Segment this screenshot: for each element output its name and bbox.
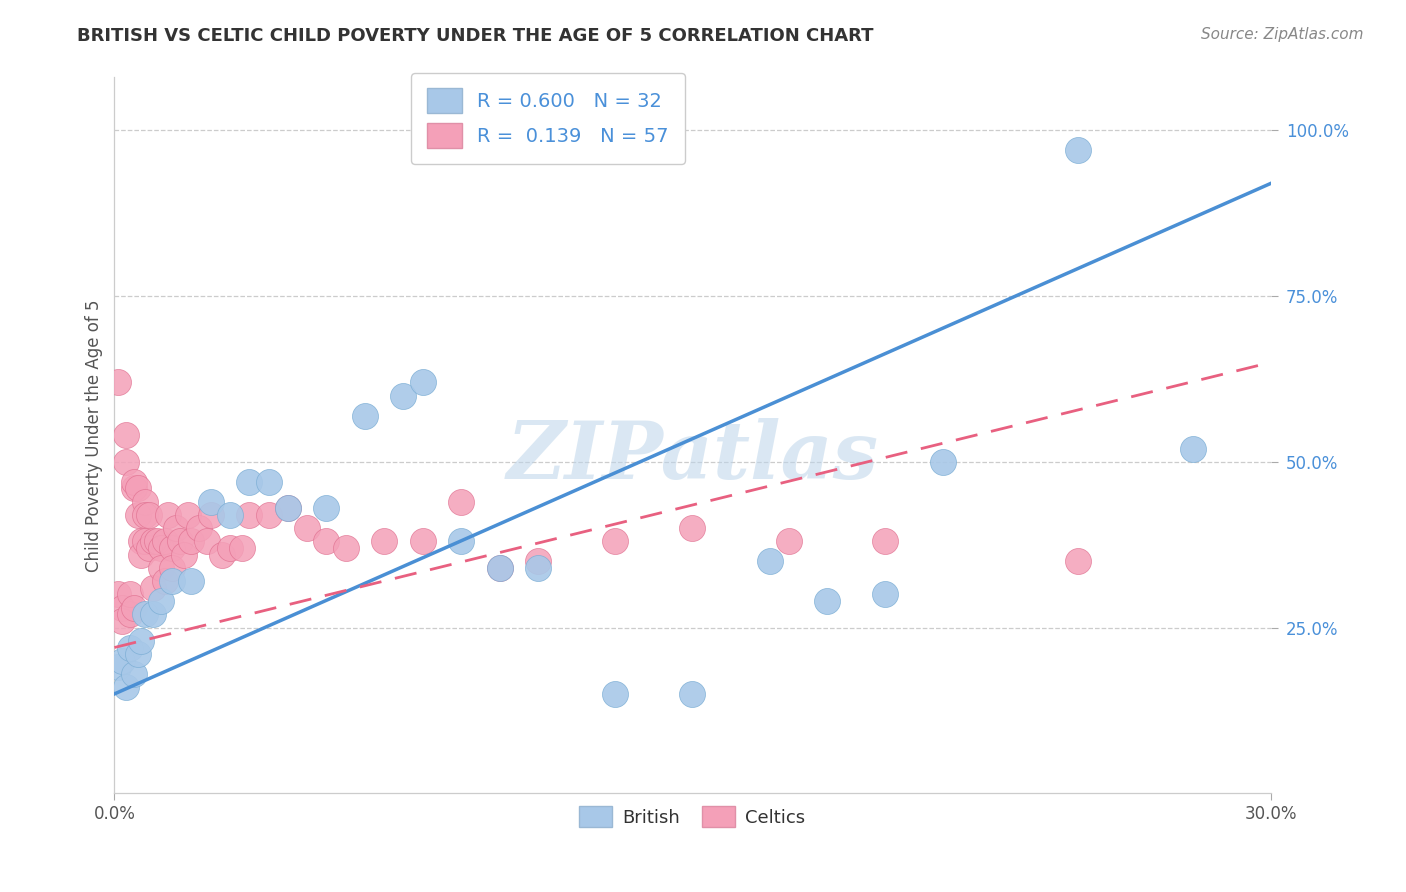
- Point: [682, 521, 704, 535]
- Point: [153, 574, 176, 589]
- Point: [295, 521, 318, 535]
- Point: [527, 561, 550, 575]
- Point: [160, 561, 183, 575]
- Point: [875, 587, 897, 601]
- Point: [373, 534, 395, 549]
- Point: [1067, 554, 1090, 568]
- Point: [149, 594, 172, 608]
- Point: [815, 594, 838, 608]
- Point: [146, 534, 169, 549]
- Point: [200, 494, 222, 508]
- Point: [131, 548, 153, 562]
- Point: [127, 647, 149, 661]
- Point: [238, 475, 260, 489]
- Point: [335, 541, 357, 555]
- Point: [118, 607, 141, 622]
- Point: [142, 581, 165, 595]
- Point: [450, 534, 472, 549]
- Point: [142, 607, 165, 622]
- Point: [195, 534, 218, 549]
- Point: [111, 614, 134, 628]
- Point: [118, 640, 141, 655]
- Point: [354, 409, 377, 423]
- Point: [122, 475, 145, 489]
- Point: [118, 587, 141, 601]
- Point: [115, 455, 138, 469]
- Point: [277, 501, 299, 516]
- Point: [149, 561, 172, 575]
- Point: [527, 554, 550, 568]
- Point: [932, 455, 955, 469]
- Point: [392, 389, 415, 403]
- Point: [200, 508, 222, 522]
- Point: [412, 376, 434, 390]
- Point: [131, 633, 153, 648]
- Point: [127, 482, 149, 496]
- Point: [165, 521, 187, 535]
- Point: [160, 541, 183, 555]
- Point: [153, 534, 176, 549]
- Point: [107, 587, 129, 601]
- Legend: British, Celtics: British, Celtics: [572, 799, 813, 834]
- Point: [778, 534, 800, 549]
- Point: [682, 687, 704, 701]
- Point: [107, 376, 129, 390]
- Point: [238, 508, 260, 522]
- Point: [315, 534, 337, 549]
- Point: [115, 428, 138, 442]
- Point: [142, 534, 165, 549]
- Point: [605, 687, 627, 701]
- Point: [111, 600, 134, 615]
- Point: [758, 554, 780, 568]
- Point: [188, 521, 211, 535]
- Point: [1067, 144, 1090, 158]
- Point: [219, 541, 242, 555]
- Point: [127, 508, 149, 522]
- Point: [122, 667, 145, 681]
- Point: [107, 660, 129, 674]
- Point: [138, 508, 160, 522]
- Point: [134, 508, 156, 522]
- Y-axis label: Child Poverty Under the Age of 5: Child Poverty Under the Age of 5: [86, 299, 103, 572]
- Point: [122, 600, 145, 615]
- Text: Source: ZipAtlas.com: Source: ZipAtlas.com: [1201, 27, 1364, 42]
- Text: ZIPatlas: ZIPatlas: [506, 418, 879, 496]
- Point: [180, 534, 202, 549]
- Point: [111, 654, 134, 668]
- Point: [875, 534, 897, 549]
- Point: [122, 482, 145, 496]
- Point: [277, 501, 299, 516]
- Point: [488, 561, 510, 575]
- Point: [160, 574, 183, 589]
- Point: [176, 508, 198, 522]
- Point: [412, 534, 434, 549]
- Point: [315, 501, 337, 516]
- Point: [219, 508, 242, 522]
- Point: [605, 534, 627, 549]
- Point: [134, 607, 156, 622]
- Point: [134, 534, 156, 549]
- Point: [173, 548, 195, 562]
- Point: [257, 475, 280, 489]
- Point: [131, 534, 153, 549]
- Point: [450, 494, 472, 508]
- Point: [169, 534, 191, 549]
- Point: [134, 494, 156, 508]
- Point: [149, 541, 172, 555]
- Point: [211, 548, 233, 562]
- Point: [1182, 442, 1205, 456]
- Point: [231, 541, 253, 555]
- Point: [157, 508, 180, 522]
- Point: [115, 681, 138, 695]
- Point: [138, 541, 160, 555]
- Point: [257, 508, 280, 522]
- Point: [488, 561, 510, 575]
- Point: [180, 574, 202, 589]
- Text: BRITISH VS CELTIC CHILD POVERTY UNDER THE AGE OF 5 CORRELATION CHART: BRITISH VS CELTIC CHILD POVERTY UNDER TH…: [77, 27, 875, 45]
